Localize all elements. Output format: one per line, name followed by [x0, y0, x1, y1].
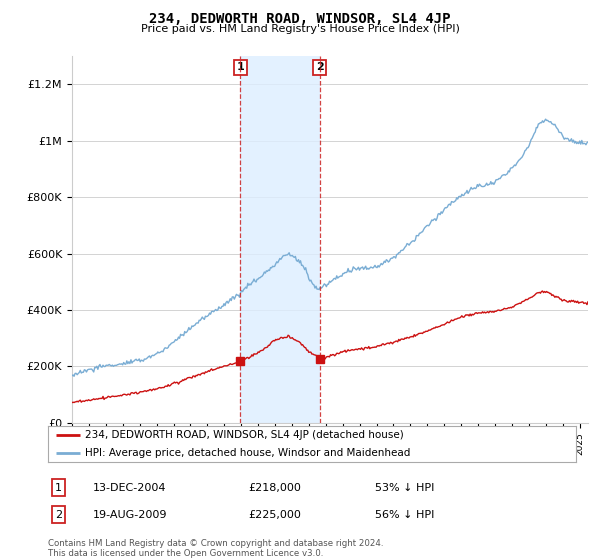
Text: Contains HM Land Registry data © Crown copyright and database right 2024.
This d: Contains HM Land Registry data © Crown c…: [48, 539, 383, 558]
Text: £225,000: £225,000: [248, 510, 302, 520]
Text: 1: 1: [55, 483, 62, 493]
Text: £218,000: £218,000: [248, 483, 302, 493]
Text: Price paid vs. HM Land Registry's House Price Index (HPI): Price paid vs. HM Land Registry's House …: [140, 24, 460, 34]
Text: 1: 1: [236, 62, 244, 72]
Text: 53% ↓ HPI: 53% ↓ HPI: [376, 483, 435, 493]
Text: HPI: Average price, detached house, Windsor and Maidenhead: HPI: Average price, detached house, Wind…: [85, 448, 410, 458]
Text: 234, DEDWORTH ROAD, WINDSOR, SL4 4JP (detached house): 234, DEDWORTH ROAD, WINDSOR, SL4 4JP (de…: [85, 430, 404, 440]
Text: 234, DEDWORTH ROAD, WINDSOR, SL4 4JP: 234, DEDWORTH ROAD, WINDSOR, SL4 4JP: [149, 12, 451, 26]
Text: 56% ↓ HPI: 56% ↓ HPI: [376, 510, 435, 520]
Text: 19-AUG-2009: 19-AUG-2009: [93, 510, 167, 520]
Bar: [241, 56, 320, 423]
Text: 2: 2: [55, 510, 62, 520]
Text: 13-DEC-2004: 13-DEC-2004: [93, 483, 166, 493]
Text: 2: 2: [316, 62, 323, 72]
